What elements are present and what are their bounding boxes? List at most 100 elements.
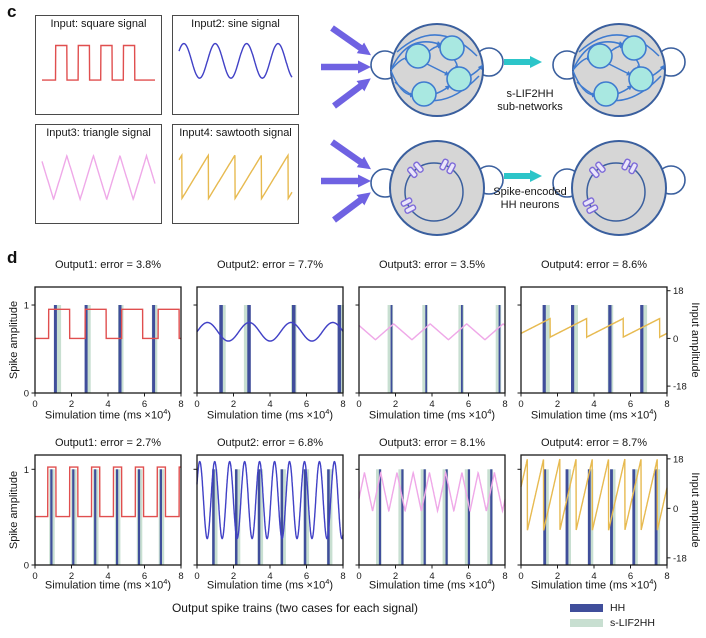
- input-box-sine: Input2: sine signal: [172, 15, 299, 115]
- plot-title: Output3: error = 3.5%: [378, 259, 486, 271]
- hh-spike-bar: [445, 469, 448, 565]
- y-axis-label-input-amplitude: Input amplitude: [689, 302, 701, 378]
- plot-canvas-r2c1: 0 2 4 6 810: [24, 454, 184, 582]
- lif-neuron-node: [405, 43, 431, 69]
- y-tick-label: 0: [24, 561, 29, 572]
- x-tick-label: 2: [555, 571, 560, 582]
- hh-spike-bar: [303, 469, 307, 565]
- hh-spike-bar: [118, 305, 122, 393]
- slif2hh-spike-bar: [257, 469, 264, 565]
- hh-spike-bar: [247, 305, 251, 393]
- panel-c-label: c: [7, 2, 17, 21]
- hh-spike-bar: [53, 305, 57, 393]
- slif2hh-spike-bar: [487, 469, 493, 565]
- right-y-tick-label: 0: [673, 334, 678, 345]
- x-tick-label: 6: [628, 571, 633, 582]
- x-tick-label: 4: [267, 571, 272, 582]
- hh-spike-bar: [542, 305, 546, 393]
- axes-box: [358, 286, 506, 394]
- y-axis-label-spike-amplitude: Spike amplitude: [8, 300, 20, 380]
- input-box-triangle: Input3: triangle signal: [35, 124, 162, 224]
- plot-canvas-r2c3: 0 2 4 6 8: [355, 454, 508, 582]
- hh-spike-bar: [159, 469, 162, 565]
- plot-title: Output1: error = 3.8%: [54, 259, 162, 271]
- y-tick-label: 0: [24, 389, 29, 400]
- hh-spike-bar: [337, 305, 342, 393]
- plot-canvas-r1c4: 0 2 4 6 8 18 0 -18: [517, 286, 687, 410]
- hh-spike-bar: [498, 305, 501, 393]
- plot-title: Output2: error = 6.8%: [216, 437, 324, 449]
- right-y-tick-label: -18: [673, 382, 687, 393]
- x-tick-label: 8: [178, 399, 183, 410]
- x-tick-label: 4: [105, 571, 110, 582]
- slif2hh-spike-bar: [234, 469, 241, 565]
- plot-title: Output3: error = 8.1%: [378, 437, 486, 449]
- hh-spike-bar: [587, 469, 591, 565]
- hh-spike-bar: [152, 305, 156, 393]
- signal-line: [520, 316, 668, 339]
- figure-caption: Output spike trains (two cases for each …: [171, 601, 419, 615]
- slif2hh-spike-bar: [280, 469, 286, 565]
- right-y-tick-label: 0: [673, 504, 678, 515]
- x-tick-label: 8: [340, 571, 345, 582]
- input-box-square: Input: square signal: [35, 15, 162, 115]
- slif2hh-spike-bar: [641, 305, 648, 393]
- hh-spike-bar: [257, 469, 261, 565]
- hh-spike-bar: [461, 305, 463, 393]
- spike-encoded-hh-label: Spike-encoded HH neurons: [493, 186, 567, 211]
- signal-line: [358, 323, 506, 341]
- panel-d-label: d: [7, 248, 18, 267]
- slif2hh-spike-bar: [442, 469, 449, 565]
- legend-label-hh: HH: [610, 601, 626, 614]
- x-axis-label: Simulation time (ms ×104): [44, 577, 172, 592]
- slif2hh-subnetwork: [552, 23, 686, 117]
- slif2hh-spike-bar: [220, 305, 226, 393]
- lif-neuron-node: [628, 66, 654, 92]
- lif-neuron-node: [621, 35, 647, 61]
- hh-spike-bar: [425, 305, 428, 393]
- slif2hh-spike-bar: [464, 469, 471, 565]
- slif2hh-spike-bar: [338, 305, 344, 393]
- x-tick-label: 0: [194, 571, 199, 582]
- lif-neuron-node: [593, 81, 619, 107]
- y-tick-label: 1: [24, 465, 29, 476]
- legend-swatch-hh: [570, 603, 603, 612]
- x-tick-label: 8: [664, 399, 669, 410]
- slif2hh-subnetwork: [370, 23, 504, 117]
- hh-spike-bar: [72, 469, 75, 565]
- hh-spike-bar: [608, 305, 612, 393]
- x-tick-label: 4: [429, 399, 434, 410]
- plot-title: Output4: error = 8.7%: [540, 437, 648, 449]
- signal-line: [35, 466, 181, 518]
- lif-neuron-node: [446, 66, 472, 92]
- spike-symbol-icon: [621, 158, 638, 175]
- slif2hh-spike-bar: [420, 469, 427, 565]
- input-box-title: Input3: triangle signal: [46, 127, 151, 139]
- x-tick-label: 2: [231, 571, 236, 582]
- square-signal-waveform: [42, 44, 155, 81]
- x-tick-label: 6: [142, 399, 147, 410]
- sine-signal-waveform: [178, 42, 293, 79]
- hh-spike-bar: [137, 469, 141, 565]
- spike-symbol-icon: [439, 158, 456, 175]
- slif2hh-spike-bar: [422, 305, 428, 393]
- spike-symbol-icon: [589, 161, 606, 179]
- plot-title: Output1: error = 2.7%: [54, 437, 162, 449]
- input-waveform-line: [178, 42, 293, 79]
- x-tick-label: 8: [340, 399, 345, 410]
- hh-spike-bar: [280, 469, 284, 565]
- spike-encoded-hh-neuron: [370, 140, 504, 236]
- x-tick-label: 4: [591, 399, 596, 410]
- input-box-title: Input: square signal: [50, 18, 147, 30]
- hh-spike-bar: [401, 469, 404, 565]
- x-axis-label: Simulation time (ms ×104): [206, 407, 334, 422]
- input-box-title: Input2: sine signal: [191, 18, 280, 30]
- lif-neuron-node: [411, 81, 437, 107]
- x-tick-label: 2: [393, 399, 398, 410]
- legend-label-slif2hh: s-LIF2HH: [610, 616, 655, 629]
- spike-symbol-icon: [582, 197, 599, 214]
- x-axis-label: Simulation time (ms ×104): [368, 407, 496, 422]
- hh-spike-bar: [94, 469, 97, 565]
- hh-spike-bar: [565, 469, 569, 565]
- signal-line: [196, 460, 344, 540]
